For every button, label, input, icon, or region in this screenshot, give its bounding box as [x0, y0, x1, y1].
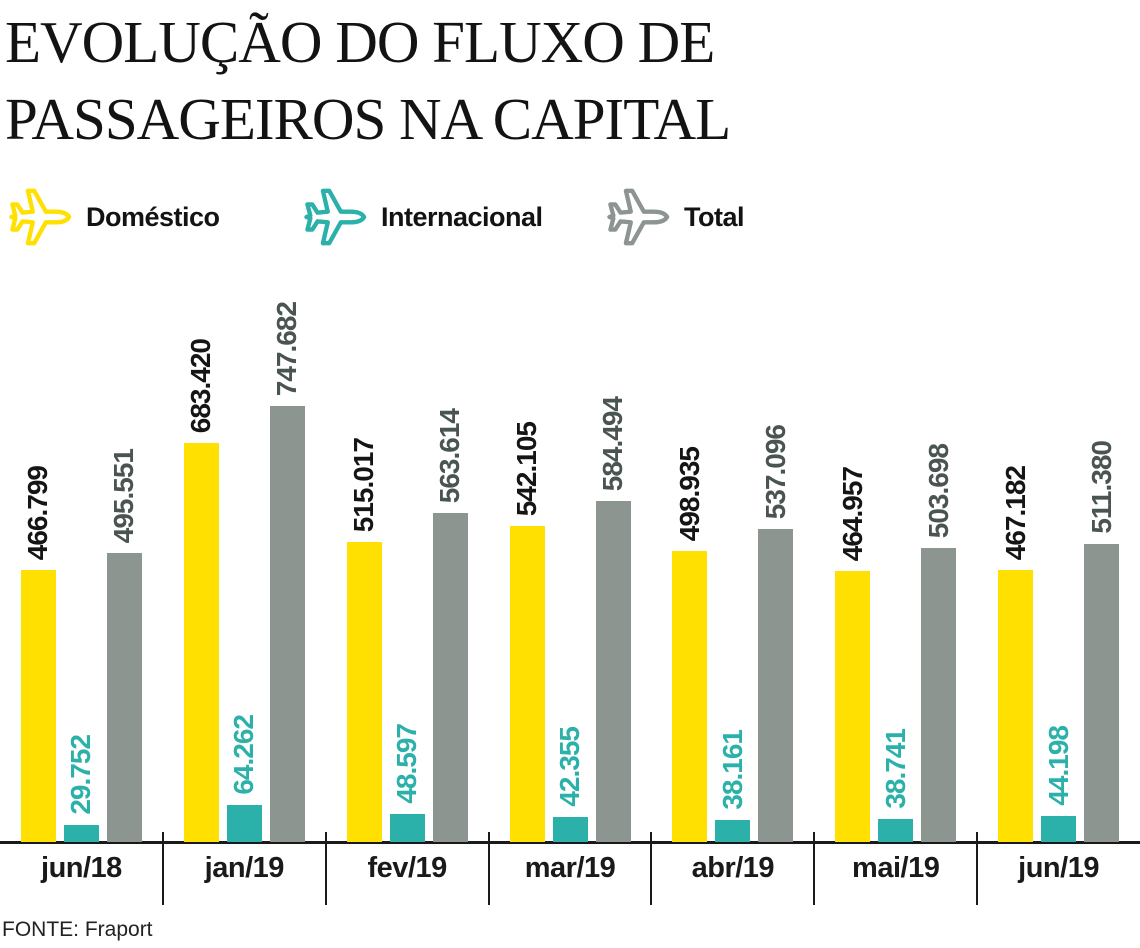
legend-label-total: Total [684, 201, 745, 232]
x-axis-label-jun-19: jun/19 [1018, 852, 1099, 884]
bar-total-abr-19 [758, 529, 794, 842]
bar-total-jan-19 [269, 406, 305, 842]
x-axis-tick-separator [976, 832, 979, 905]
bar-value-label-internacional-jan-19: 64.262 [228, 715, 260, 795]
x-axis-label-fev-19: fev/19 [367, 852, 448, 884]
bar-value-label-doméstico-abr-19: 498.935 [673, 446, 705, 541]
legend-item-internacional: Internacional [303, 184, 543, 250]
legend-label-internacional: Internacional [381, 201, 543, 232]
bar-total-mar-19 [595, 501, 631, 842]
bar-value-label-total-jun-19: 511.380 [1085, 441, 1117, 534]
chart-legend: Doméstico Internacional Total [0, 184, 1140, 250]
bar-doméstico-abr-19 [672, 551, 708, 842]
plane-icon [304, 188, 367, 246]
bar-doméstico-jun-19 [998, 570, 1034, 842]
source-note: FONTE: Fraport [2, 918, 153, 941]
x-axis-tick-separator [487, 832, 490, 905]
bar-internacional-mar-19 [552, 817, 588, 842]
x-axis-tick-separator [161, 832, 164, 905]
bar-internacional-jun-19 [1041, 816, 1077, 842]
bar-value-label-internacional-fev-19: 48.597 [391, 724, 423, 804]
x-axis-label-jan-19: jan/19 [204, 852, 285, 884]
bar-value-label-internacional-jun-18: 29.752 [65, 735, 97, 815]
bar-internacional-jun-18 [63, 825, 99, 842]
bar-value-label-doméstico-jan-19: 683.420 [185, 338, 217, 433]
bar-value-label-doméstico-mar-19: 542.105 [511, 421, 542, 516]
bar-doméstico-mar-19 [509, 526, 545, 842]
x-axis-line [0, 841, 1140, 844]
bar-value-label-doméstico-jun-19: 467.182 [999, 465, 1031, 560]
bar-internacional-jan-19 [226, 805, 262, 842]
bar-value-label-total-mar-19: 584.494 [597, 396, 628, 491]
x-axis-tick-separator [813, 832, 816, 905]
legend-item-total: Total [606, 184, 745, 250]
bar-value-label-internacional-mar-19: 42.355 [554, 727, 585, 807]
bar-value-label-total-jan-19: 747.682 [271, 301, 303, 396]
x-axis-label-mai-19: mai/19 [852, 852, 940, 884]
legend-item-domestico: Doméstico [8, 184, 220, 250]
legend-label-domestico: Doméstico [86, 201, 220, 232]
bar-internacional-abr-19 [715, 820, 751, 842]
x-axis-tick-separator [650, 832, 653, 905]
bar-internacional-mai-19 [878, 819, 914, 842]
chart-title: EVOLUÇÃO DO FLUXO DE PASSAGEIROS NA CAPI… [5, 4, 731, 158]
bar-value-label-total-mai-19: 503.698 [922, 443, 954, 538]
bar-value-label-total-fev-19: 563.614 [434, 408, 466, 503]
bar-total-fev-19 [432, 513, 468, 842]
x-axis-tick-separator [324, 832, 327, 905]
bar-internacional-fev-19 [389, 814, 425, 842]
bar-doméstico-fev-19 [346, 542, 382, 842]
x-axis-label-mar-19: mar/19 [524, 852, 616, 884]
plane-icon [607, 188, 670, 246]
bar-value-label-internacional-abr-19: 38.161 [716, 730, 748, 810]
bar-value-label-doméstico-mai-19: 464.957 [836, 466, 868, 561]
bar-doméstico-jun-18 [20, 570, 56, 842]
title-line-2: PASSAGEIROS NA CAPITAL [5, 86, 731, 152]
bar-total-jun-19 [1084, 544, 1120, 842]
bar-value-label-doméstico-jun-18: 466.799 [22, 465, 54, 560]
plane-icon [9, 188, 72, 246]
bar-value-label-total-abr-19: 537.096 [759, 424, 791, 519]
bar-value-label-internacional-mai-19: 38.741 [879, 729, 911, 809]
bar-value-label-total-jun-18: 495.551 [108, 448, 140, 543]
bar-total-jun-18 [106, 553, 142, 842]
bar-value-label-doméstico-fev-19: 515.017 [348, 437, 380, 532]
x-axis-label-jun-18: jun/18 [41, 852, 122, 884]
bar-value-label-internacional-jun-19: 44.198 [1042, 726, 1074, 806]
x-axis-label-abr-19: abr/19 [691, 852, 775, 884]
bar-doméstico-jan-19 [183, 443, 219, 842]
bar-doméstico-mai-19 [835, 571, 871, 842]
title-line-1: EVOLUÇÃO DO FLUXO DE [5, 9, 715, 75]
bar-total-mai-19 [921, 548, 957, 842]
